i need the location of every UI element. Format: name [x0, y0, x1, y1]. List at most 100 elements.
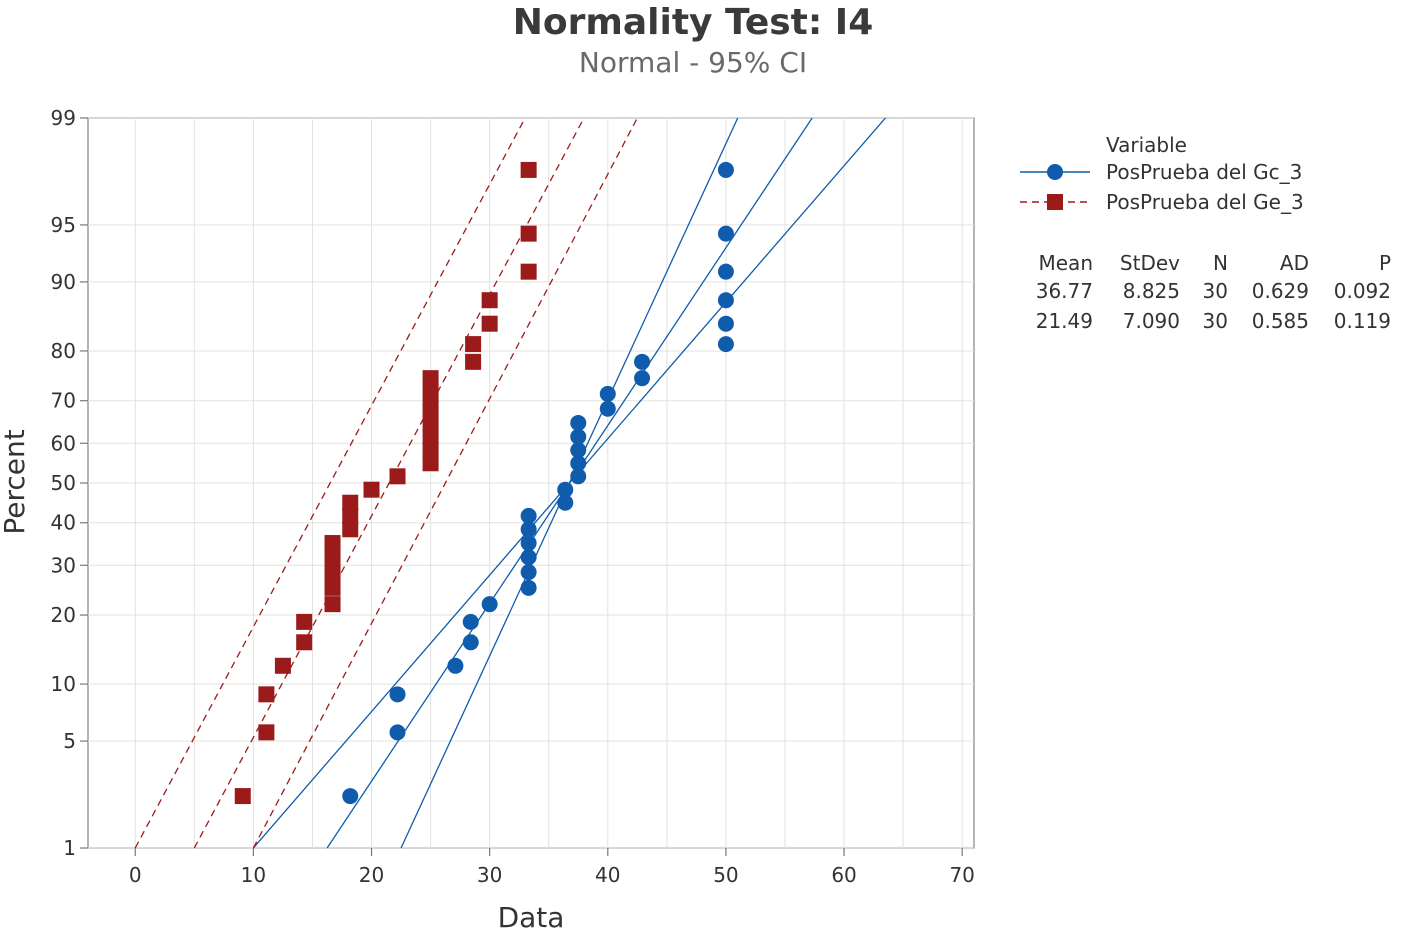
point-ge	[481, 292, 498, 309]
point-ge	[422, 455, 439, 472]
y-tick-label: 60	[51, 431, 76, 455]
stats-gc-mean: 36.77	[1036, 279, 1093, 303]
point-gc	[447, 657, 464, 674]
stats-gc-p: 0.092	[1334, 279, 1391, 303]
point-ge	[324, 596, 341, 613]
point-gc	[520, 579, 537, 596]
point-gc	[557, 494, 574, 511]
point-gc	[481, 596, 498, 613]
point-ge	[422, 400, 439, 417]
point-gc	[570, 455, 587, 472]
data-points	[234, 161, 734, 805]
x-tick-label: 0	[129, 863, 142, 887]
y-tick-label: 20	[51, 603, 76, 627]
point-ge	[274, 657, 291, 674]
point-ge	[422, 442, 439, 459]
point-ge	[422, 370, 439, 387]
point-gc	[462, 613, 479, 630]
point-gc	[520, 535, 537, 552]
stats-gc-stdev: 8.825	[1123, 279, 1180, 303]
x-tick-label: 10	[241, 863, 266, 887]
point-gc	[342, 788, 359, 805]
gridlines	[88, 117, 974, 849]
point-ge	[234, 788, 251, 805]
point-gc	[717, 225, 734, 242]
point-ge	[520, 161, 537, 178]
point-gc	[520, 549, 537, 566]
ci-upper-line-ge	[252, 117, 638, 849]
point-ge	[465, 336, 482, 353]
point-gc	[599, 385, 616, 402]
stats-header-stdev: StDev	[1120, 251, 1180, 275]
stats-header-mean: Mean	[1039, 251, 1094, 275]
y-tick-label: 80	[51, 339, 76, 363]
stats-gc-ad: 0.629	[1252, 279, 1309, 303]
stats-ge-stdev: 7.090	[1123, 309, 1180, 333]
point-gc	[570, 414, 587, 431]
stats-header-ad: AD	[1280, 251, 1309, 275]
point-gc	[520, 507, 537, 524]
legend-label-gc: PosPrueba del Gc_3	[1106, 160, 1302, 184]
point-gc	[570, 468, 587, 485]
x-tick-label: 40	[595, 863, 620, 887]
point-ge	[296, 613, 313, 630]
x-axis-label: Data	[498, 901, 565, 934]
y-tick-label: 95	[51, 213, 76, 237]
y-tick-label: 5	[63, 729, 76, 753]
y-tick-label: 1	[63, 836, 76, 860]
point-gc	[462, 634, 479, 651]
point-ge	[258, 686, 275, 703]
y-tick-label: 50	[51, 471, 76, 495]
point-ge	[389, 468, 406, 485]
point-ge	[324, 535, 341, 552]
point-gc	[717, 161, 734, 178]
stats-ge-ad: 0.585	[1252, 309, 1309, 333]
point-ge	[296, 634, 313, 651]
legend-title: Variable	[1106, 133, 1187, 157]
point-ge	[363, 481, 380, 498]
point-ge	[342, 494, 359, 511]
chart-title: Normality Test: I4	[513, 2, 874, 43]
ci-lower-line-ge	[134, 117, 526, 849]
point-gc	[389, 724, 406, 741]
stats-header-n: N	[1213, 251, 1228, 275]
y-axis-label: Percent	[0, 429, 31, 534]
stats-gc-n: 30	[1203, 279, 1228, 303]
y-tick-label: 10	[51, 672, 76, 696]
x-tick-label: 50	[713, 863, 738, 887]
point-gc	[634, 370, 651, 387]
point-ge	[520, 225, 537, 242]
stats-ge-n: 30	[1203, 309, 1228, 333]
point-gc	[389, 686, 406, 703]
point-gc	[570, 442, 587, 459]
y-tick-label: 70	[51, 389, 76, 413]
point-ge	[324, 549, 341, 566]
point-ge	[342, 507, 359, 524]
point-gc	[717, 292, 734, 309]
point-gc	[599, 400, 616, 417]
point-gc	[717, 263, 734, 280]
point-ge	[342, 521, 359, 538]
point-gc	[634, 353, 651, 370]
point-ge	[422, 385, 439, 402]
x-tick-label: 70	[949, 863, 974, 887]
point-ge	[422, 428, 439, 445]
legend: Variable PosPrueba del Gc_3 PosPrueba de…	[1020, 133, 1304, 214]
point-ge	[422, 414, 439, 431]
x-tick-label: 60	[831, 863, 856, 887]
point-ge	[324, 564, 341, 581]
y-tick-label: 30	[51, 553, 76, 577]
stats-table: Mean StDev N AD P 36.77 8.825 30 0.629 0…	[1036, 251, 1391, 333]
stats-header-p: P	[1379, 251, 1391, 275]
point-ge	[465, 353, 482, 370]
point-gc	[717, 336, 734, 353]
x-tick-label: 20	[359, 863, 384, 887]
point-gc	[520, 564, 537, 581]
stats-ge-p: 0.119	[1334, 309, 1391, 333]
chart-subtitle: Normal - 95% CI	[579, 46, 807, 79]
x-tick-label: 30	[477, 863, 502, 887]
y-tick-label: 99	[51, 106, 76, 130]
point-ge	[481, 315, 498, 332]
y-tick-label: 90	[51, 270, 76, 294]
